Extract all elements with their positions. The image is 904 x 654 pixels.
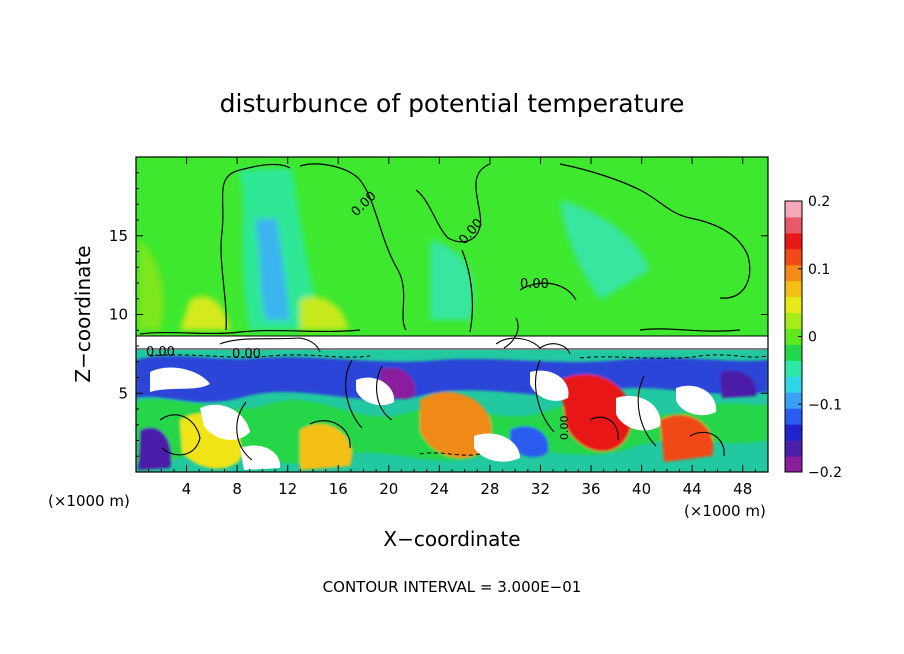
x-tick-label: 32 <box>531 480 550 498</box>
cool-patch <box>560 200 650 300</box>
colorbar-swatch <box>785 392 802 409</box>
y-axis-label: Z−coordinate <box>71 245 95 382</box>
x-tick-label: 12 <box>278 480 297 498</box>
x-axis: 4 8 12 16 20 24 28 32 36 40 44 48 <box>148 157 756 498</box>
colorbar-swatch <box>785 201 802 218</box>
cool-plume-core <box>255 218 290 320</box>
colorbar-swatch <box>785 360 802 377</box>
colorbar-tick-label: −0.1 <box>808 397 842 413</box>
contour-label: 0.00 <box>520 277 549 292</box>
x-axis-label: X−coordinate <box>383 527 520 551</box>
x-tick-label: 16 <box>329 480 348 498</box>
x-tick-label: 4 <box>182 480 192 498</box>
cool-patch <box>430 240 474 320</box>
x-tick-label: 40 <box>632 480 651 498</box>
colorbar-swatch <box>785 232 802 250</box>
colorbar-swatch <box>785 344 802 361</box>
y-axis: 5 10 15 <box>109 172 768 457</box>
colorbar: 0.2 0.1 0 −0.1 −0.2 <box>784 194 842 481</box>
colorbar-swatch <box>785 456 802 473</box>
x-tick-label: 36 <box>581 480 600 498</box>
contour-label: 0.00 <box>146 345 175 360</box>
x-tick-label: 48 <box>733 480 752 498</box>
warm-patch <box>300 296 348 330</box>
x-tick-label: 28 <box>480 480 499 498</box>
colorbar-swatch <box>785 376 802 393</box>
colorbar-tick-label: 0 <box>808 330 817 346</box>
contour-interval-note: CONTOUR INTERVAL = 3.000E−01 <box>323 578 582 596</box>
contour-label: 0.00 <box>232 347 261 362</box>
colorbar-swatch <box>785 312 802 330</box>
cool-patch <box>138 240 164 330</box>
x-tick-label: 24 <box>430 480 449 498</box>
white-band <box>136 336 768 350</box>
warm-patch <box>180 296 230 330</box>
colorbar-swatch <box>785 440 802 457</box>
colorbar-swatch <box>785 296 802 314</box>
colorbar-tick-label: −0.2 <box>808 465 842 481</box>
colorbar-tick-label: 0.1 <box>808 262 830 278</box>
y-tick-label: 15 <box>109 227 128 245</box>
colorbar-swatch <box>785 248 802 266</box>
x-tick-label: 8 <box>232 480 242 498</box>
x-unit-left: (×1000 m) <box>48 492 130 510</box>
colorbar-swatch <box>785 264 802 282</box>
colorbar-tick-label: 0.2 <box>808 194 830 210</box>
colorbar-swatch <box>785 408 802 425</box>
y-tick-label: 5 <box>118 384 128 402</box>
contour-label: 0.00 <box>558 416 571 441</box>
x-tick-label: 44 <box>683 480 702 498</box>
chart-title: disturbunce of potential temperature <box>220 89 685 118</box>
colorbar-swatch <box>785 216 802 234</box>
colorbar-swatch <box>785 280 802 298</box>
colorbar-swatch <box>785 328 802 345</box>
plot-area: 0.00 0.00 0.00 0.00 0.00 0.00 <box>136 157 768 472</box>
colorbar-swatch <box>785 424 802 441</box>
x-unit-right: (×1000 m) <box>684 502 766 520</box>
x-tick-label: 20 <box>379 480 398 498</box>
y-tick-label: 10 <box>109 306 128 324</box>
